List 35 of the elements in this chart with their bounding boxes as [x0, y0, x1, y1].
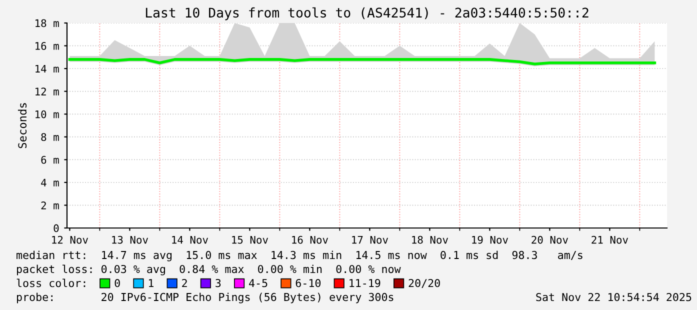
x-tick-label: 13 Nov: [112, 236, 148, 244]
x-tick-label: 18 Nov: [412, 236, 448, 244]
x-tick-label: 14 Nov: [172, 236, 208, 244]
y-axis-title: Seconds: [18, 103, 27, 148]
x-tick-label: 12 Nov: [52, 236, 88, 244]
text: Sat Nov 22 10:54:54 2025: [536, 292, 692, 302]
y-tick-label: 10 m: [36, 110, 59, 118]
legend-label: 3: [216, 278, 221, 288]
x-tick-label: 20 Nov: [532, 236, 568, 244]
y-tick-label: 6 m: [41, 156, 59, 164]
x-tick-label: 21 Nov: [592, 236, 628, 244]
text: probe: 20 IPv6-ICMP Echo Pings (56 Bytes) every 300s: [17, 292, 394, 304]
text: packet loss: 0.03 % avg 0.84 % max 0.00 % min 0.00 % now: [17, 264, 401, 276]
x-tick-label: 19 Nov: [472, 236, 508, 244]
legend-label: 0: [114, 278, 120, 288]
x-tick-label: 16 Nov: [292, 236, 328, 244]
x-tick-label: 17 Nov: [352, 236, 388, 244]
legend-label: 4-5: [249, 279, 268, 288]
legend-label: 1: [148, 279, 154, 288]
y-tick-label: 4 m: [41, 178, 59, 186]
legend-label: 2: [182, 278, 187, 288]
y-tick-label: 12 m: [36, 88, 59, 96]
y-tick-label: 2 m: [41, 201, 59, 210]
legend-label: 20/20: [408, 278, 440, 288]
y-tick-label: 16 m: [36, 42, 59, 50]
y-tick-label: 8 m: [41, 133, 59, 142]
y-tick-label: 18 m: [36, 19, 59, 28]
legend-label: 11-19: [350, 278, 380, 288]
y-tick-label: 0: [54, 224, 59, 232]
legend-label: 6-10: [296, 278, 321, 288]
text: median rtt: 14.7 ms avg 15.0 ms max 14.3 ms min 14.5 ms now 0.1 ms sd 98.3 am/s: [16, 250, 582, 262]
text: loss color:: [16, 278, 86, 288]
y-tick-label: 14 m: [36, 64, 59, 73]
chart-title: Last 10 Days from tools to (AS42541) - 2a03:5440:5:50::2: [146, 7, 588, 20]
x-tick-label: 15 Nov: [232, 236, 268, 244]
